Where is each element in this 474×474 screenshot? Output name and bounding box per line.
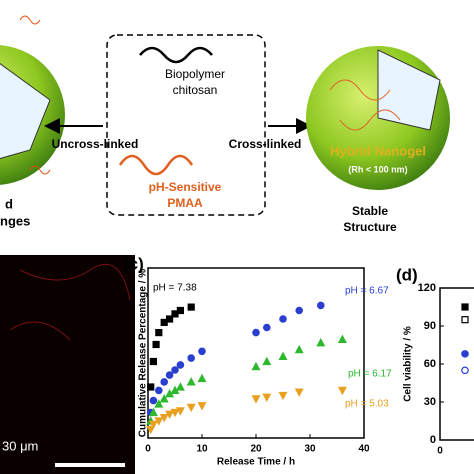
- point: [175, 407, 185, 416]
- point: [170, 408, 180, 418]
- cell-outline: [9, 263, 131, 341]
- point: [154, 417, 164, 426]
- point: [165, 410, 175, 419]
- point: [461, 316, 469, 324]
- point: [461, 350, 469, 358]
- point: [152, 340, 160, 349]
- label: d: [5, 196, 13, 211]
- x-tick-label: 20: [250, 444, 262, 455]
- point: [461, 366, 469, 375]
- y-axis-label: Cell viability / %: [403, 326, 414, 402]
- panel-label: (c): [123, 254, 144, 273]
- y-tick-label: 90: [424, 320, 436, 332]
- point: [337, 334, 347, 343]
- point: [148, 420, 158, 430]
- point: [171, 366, 179, 374]
- point: [154, 399, 164, 408]
- pmaa-chain: [118, 154, 194, 176]
- label: Cross-linked: [229, 137, 302, 151]
- point: [147, 383, 155, 391]
- label: Stable: [352, 204, 388, 218]
- point: [175, 382, 185, 391]
- legend-box: [106, 34, 266, 216]
- y-tick-label: 30: [424, 396, 436, 408]
- point: [148, 407, 158, 417]
- point: [294, 344, 304, 354]
- point: [149, 357, 157, 366]
- x-tick-label: 0: [145, 444, 151, 455]
- series-label: pH = 5.03: [345, 399, 389, 410]
- point: [262, 393, 272, 402]
- series-label: pH = 6.17: [348, 369, 392, 380]
- label: nges: [0, 213, 30, 228]
- x-tick-label: 0: [437, 446, 443, 457]
- point: [187, 303, 195, 311]
- point: [187, 354, 196, 362]
- scale-label: 30 μm: [2, 438, 38, 453]
- label: PMAA: [167, 196, 203, 210]
- point: [251, 361, 261, 371]
- point: [176, 306, 184, 315]
- label: Uncross-linked: [52, 137, 139, 151]
- point: [197, 373, 207, 383]
- point: [160, 378, 169, 386]
- label: chitosan: [173, 83, 218, 97]
- label: Structure: [343, 220, 397, 234]
- point: [146, 425, 156, 435]
- point: [262, 356, 272, 366]
- point: [278, 391, 288, 401]
- point: [295, 306, 304, 315]
- point: [337, 386, 347, 396]
- point: [251, 395, 261, 404]
- label: Hybrid Nanogel: [330, 143, 426, 158]
- point: [159, 394, 169, 403]
- point: [279, 315, 287, 323]
- y-tick-label: 120: [418, 282, 436, 294]
- x-tick-label: 10: [196, 444, 208, 455]
- point: [198, 347, 206, 356]
- x-axis-label: Release Time / h: [217, 457, 295, 468]
- point: [294, 388, 304, 397]
- point: [461, 303, 469, 311]
- plot-frame: [439, 287, 474, 441]
- y-axis-label: Cumulative Release Percentage / %: [138, 269, 149, 438]
- particle-cut: [0, 63, 51, 160]
- label: (Rh < 100 nm): [348, 164, 407, 174]
- point: [155, 386, 163, 395]
- network: [329, 79, 401, 131]
- point: [316, 301, 325, 310]
- point: [252, 328, 260, 337]
- nanogel-cut: [377, 49, 441, 131]
- series-label: pH = 6.67: [345, 286, 389, 297]
- point: [155, 329, 163, 337]
- point: [165, 371, 174, 379]
- point: [186, 403, 196, 413]
- point: [262, 323, 271, 332]
- label: Biopolymer: [165, 67, 225, 81]
- point: [278, 351, 288, 360]
- x-tick-label: 40: [358, 444, 370, 455]
- label: pH-Sensitive: [149, 180, 222, 194]
- chitosan-chain: [139, 46, 213, 64]
- point: [149, 396, 158, 405]
- micrograph: [0, 255, 135, 474]
- y-tick-label: 60: [424, 358, 436, 370]
- x-tick-label: 30: [304, 444, 316, 455]
- point: [166, 315, 174, 323]
- panel-label: (d): [396, 265, 418, 284]
- point: [197, 402, 207, 411]
- free-chain: [19, 15, 51, 175]
- series-label: pH = 7.38: [153, 283, 197, 294]
- point: [176, 361, 185, 369]
- y-tick-label: 0: [430, 434, 436, 446]
- point: [159, 414, 169, 423]
- point: [186, 377, 196, 386]
- point: [316, 338, 326, 347]
